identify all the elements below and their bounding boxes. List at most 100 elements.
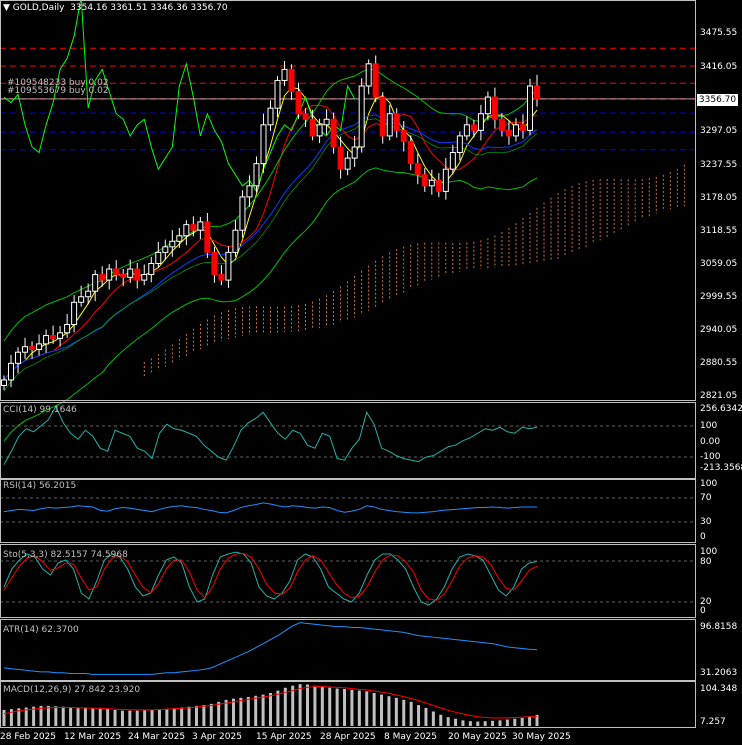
macd-histogram-bar bbox=[143, 710, 147, 726]
macd-histogram-bar bbox=[439, 714, 443, 726]
candle-body bbox=[428, 179, 435, 187]
date-tick: 28 Apr 2025 bbox=[320, 732, 376, 742]
cci-label: CCI(14) 99.1646 bbox=[3, 405, 77, 415]
macd-histogram-bar bbox=[98, 708, 102, 726]
candle-body bbox=[260, 124, 267, 165]
atr-tick: 31.2063 bbox=[700, 668, 738, 678]
candle-body bbox=[379, 96, 386, 137]
candle-body bbox=[134, 268, 141, 281]
macd-histogram-bar bbox=[269, 692, 272, 726]
candle-body bbox=[512, 124, 519, 137]
order-label-1[interactable]: #109548233 buy 0.02 bbox=[7, 78, 109, 88]
macd-histogram-bar bbox=[365, 691, 369, 726]
macd-histogram-bar bbox=[61, 706, 65, 726]
candle-body bbox=[15, 351, 22, 364]
candle-body bbox=[295, 91, 302, 115]
candle-body bbox=[71, 301, 78, 325]
candle-body bbox=[302, 113, 309, 120]
macd-histogram-bar bbox=[335, 688, 339, 726]
slow-ma-line bbox=[3, 114, 538, 381]
macd-histogram-bar bbox=[246, 697, 250, 726]
macd-histogram-bar bbox=[39, 705, 43, 726]
stoch-tick: 100 bbox=[700, 547, 718, 557]
candle-body bbox=[351, 146, 358, 159]
candle-body bbox=[288, 68, 295, 93]
panel-border bbox=[0, 544, 696, 618]
candle-body bbox=[477, 113, 484, 131]
macd-histogram-bar bbox=[476, 721, 480, 726]
ohlc-values: 3354.16 3361.51 3346.36 3356.70 bbox=[70, 3, 228, 13]
macd-histogram-bar bbox=[83, 707, 87, 726]
bollinger-mid bbox=[3, 118, 538, 392]
date-tick: 30 May 2025 bbox=[512, 732, 571, 742]
candle-body bbox=[309, 118, 316, 137]
symbol-label: GOLD,Daily bbox=[12, 3, 65, 13]
macd-tick: 104.348 bbox=[700, 684, 738, 694]
panel-border bbox=[0, 619, 696, 681]
stoch-main-line bbox=[3, 551, 538, 606]
price-tick: 3059.05 bbox=[700, 259, 738, 269]
date-tick: 28 Feb 2025 bbox=[0, 732, 57, 742]
fast-ma-line bbox=[3, 86, 538, 381]
candle-body bbox=[470, 124, 477, 131]
candle-body bbox=[442, 168, 449, 192]
candle-body bbox=[36, 343, 43, 350]
candle-body bbox=[246, 185, 253, 198]
dropdown-triangle-icon[interactable]: ▼ bbox=[3, 3, 10, 13]
order-label-2[interactable]: #109553679 buy 0.02 bbox=[7, 86, 109, 96]
macd-histogram-bar bbox=[283, 687, 287, 726]
candle-body bbox=[323, 118, 330, 126]
macd-histogram-bar bbox=[320, 686, 324, 726]
candle-body bbox=[365, 63, 372, 87]
macd-histogram-bar bbox=[498, 720, 502, 726]
date-tick: 15 Apr 2025 bbox=[256, 732, 312, 742]
stoch-signal-line bbox=[3, 552, 538, 601]
cci-tick: -100 bbox=[700, 452, 721, 462]
stoch-tick: 20 bbox=[700, 597, 712, 607]
date-tick: 12 Mar 2025 bbox=[64, 732, 122, 742]
candle-body bbox=[274, 79, 281, 109]
panel-border bbox=[0, 402, 696, 479]
macd-histogram-bar bbox=[520, 717, 524, 726]
candle-body bbox=[8, 362, 15, 381]
candle-body bbox=[281, 68, 288, 81]
rsi-tick: 70 bbox=[700, 493, 712, 503]
rsi-label: RSI(14) 56.2015 bbox=[3, 481, 77, 491]
price-tick: 3297.05 bbox=[700, 126, 738, 136]
price-tick: 2880.55 bbox=[700, 358, 738, 368]
macd-histogram-bar bbox=[505, 719, 509, 726]
candle-body bbox=[534, 85, 540, 100]
macd-histogram-bar bbox=[409, 701, 413, 726]
cci-tick: 100 bbox=[700, 421, 718, 431]
macd-histogram-bar bbox=[454, 718, 458, 726]
candle-body bbox=[400, 129, 407, 142]
candle-body bbox=[463, 124, 470, 137]
candle-body bbox=[456, 135, 463, 154]
candle-body bbox=[330, 118, 337, 148]
candle-body bbox=[372, 63, 379, 98]
rsi-line bbox=[3, 502, 537, 514]
stoch-tick: 0 bbox=[700, 606, 706, 616]
macd-histogram-bar bbox=[2, 709, 6, 726]
mid-ma-line bbox=[3, 104, 538, 381]
macd-histogram-bar bbox=[32, 706, 36, 726]
candle-body bbox=[449, 152, 456, 170]
candle-body bbox=[1, 379, 7, 386]
macd-histogram-bar bbox=[76, 707, 80, 726]
macd-histogram-bar bbox=[254, 695, 258, 726]
candle-body bbox=[337, 146, 344, 170]
macd-tick: 7.257 bbox=[700, 717, 726, 727]
price-tick: 2821.05 bbox=[700, 391, 738, 401]
candle-body bbox=[169, 240, 176, 248]
cci-line bbox=[3, 405, 538, 465]
candle-body bbox=[358, 85, 365, 148]
macd-histogram-bar bbox=[350, 689, 354, 726]
price-tick: 3416.05 bbox=[700, 62, 738, 72]
panel-border bbox=[0, 479, 696, 543]
candle-body bbox=[127, 268, 134, 278]
macd-histogram-bar bbox=[187, 706, 191, 726]
macd-histogram-bar bbox=[231, 698, 235, 726]
candle-body bbox=[78, 296, 85, 303]
candle-body bbox=[141, 274, 148, 281]
